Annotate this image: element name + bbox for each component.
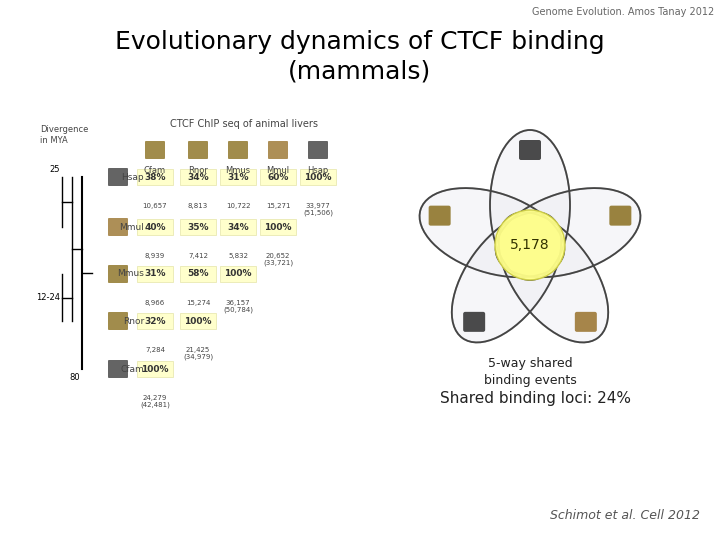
FancyBboxPatch shape (145, 141, 165, 159)
Text: 24,279
(42,481): 24,279 (42,481) (140, 395, 170, 408)
Text: 8,813: 8,813 (188, 203, 208, 209)
Text: 12-24: 12-24 (36, 293, 60, 302)
FancyBboxPatch shape (519, 140, 541, 160)
Ellipse shape (495, 188, 640, 277)
FancyBboxPatch shape (188, 141, 208, 159)
Text: 21,425
(34,979): 21,425 (34,979) (183, 347, 213, 360)
Text: Shared binding loci: 24%: Shared binding loci: 24% (440, 390, 631, 406)
FancyBboxPatch shape (180, 266, 216, 282)
FancyBboxPatch shape (180, 313, 216, 329)
Text: 5-way shared
binding events: 5-way shared binding events (484, 357, 577, 387)
FancyBboxPatch shape (609, 206, 631, 226)
Text: Mmus: Mmus (117, 269, 144, 279)
Text: 15,271: 15,271 (266, 203, 290, 209)
Text: 80: 80 (69, 373, 80, 381)
Text: 7,412: 7,412 (188, 253, 208, 259)
Ellipse shape (452, 212, 561, 342)
Text: 100%: 100% (305, 172, 332, 181)
Circle shape (495, 210, 565, 280)
FancyBboxPatch shape (137, 266, 173, 282)
Text: 31%: 31% (228, 172, 248, 181)
Text: 58%: 58% (187, 269, 209, 279)
FancyBboxPatch shape (260, 169, 296, 185)
Text: 33,977
(51,506): 33,977 (51,506) (303, 203, 333, 216)
Text: 8,966: 8,966 (145, 300, 165, 306)
Text: 5,178: 5,178 (510, 238, 550, 252)
FancyBboxPatch shape (108, 218, 128, 236)
Text: 10,722: 10,722 (226, 203, 251, 209)
FancyBboxPatch shape (220, 169, 256, 185)
FancyBboxPatch shape (108, 265, 128, 283)
Text: 32%: 32% (144, 316, 166, 326)
FancyBboxPatch shape (228, 141, 248, 159)
Text: 60%: 60% (267, 172, 289, 181)
FancyBboxPatch shape (108, 360, 128, 378)
Text: Rnor: Rnor (122, 316, 144, 326)
Text: 34%: 34% (187, 172, 209, 181)
Text: 35%: 35% (187, 222, 209, 232)
Text: 8,939: 8,939 (145, 253, 165, 259)
FancyBboxPatch shape (308, 141, 328, 159)
FancyBboxPatch shape (300, 169, 336, 185)
FancyBboxPatch shape (220, 219, 256, 235)
Text: 15,274: 15,274 (186, 300, 210, 306)
FancyBboxPatch shape (137, 219, 173, 235)
Text: Hsap: Hsap (122, 172, 144, 181)
Ellipse shape (499, 212, 608, 342)
Ellipse shape (490, 130, 570, 280)
Text: Mmus: Mmus (225, 166, 251, 175)
Text: Hsap: Hsap (307, 166, 328, 175)
Text: 34%: 34% (228, 222, 249, 232)
FancyBboxPatch shape (180, 169, 216, 185)
Text: 100%: 100% (224, 269, 252, 279)
FancyBboxPatch shape (137, 169, 173, 185)
Text: 40%: 40% (144, 222, 166, 232)
Text: 36,157
(50,784): 36,157 (50,784) (223, 300, 253, 313)
Text: Mmul: Mmul (119, 222, 144, 232)
Text: 100%: 100% (184, 316, 212, 326)
Text: 7,284: 7,284 (145, 347, 165, 353)
FancyBboxPatch shape (428, 206, 451, 226)
Text: 25: 25 (50, 165, 60, 173)
Text: 5,832: 5,832 (228, 253, 248, 259)
Text: 20,652
(33,721): 20,652 (33,721) (263, 253, 293, 266)
FancyBboxPatch shape (463, 312, 485, 332)
Text: Cfam: Cfam (120, 364, 144, 374)
Text: 31%: 31% (144, 269, 166, 279)
FancyBboxPatch shape (137, 361, 173, 377)
Text: CTCF ChIP seq of animal livers: CTCF ChIP seq of animal livers (170, 119, 318, 129)
FancyBboxPatch shape (108, 168, 128, 186)
Text: Genome Evolution. Amos Tanay 2012: Genome Evolution. Amos Tanay 2012 (532, 7, 714, 17)
FancyBboxPatch shape (268, 141, 288, 159)
Text: Schimot et al. Cell 2012: Schimot et al. Cell 2012 (550, 509, 700, 522)
FancyBboxPatch shape (220, 266, 256, 282)
Text: Divergence
in MYA: Divergence in MYA (40, 125, 89, 145)
Text: Mmul: Mmul (266, 166, 289, 175)
Text: Evolutionary dynamics of CTCF binding
(mammals): Evolutionary dynamics of CTCF binding (m… (115, 30, 605, 84)
Ellipse shape (420, 188, 564, 277)
FancyBboxPatch shape (108, 312, 128, 330)
Text: 100%: 100% (264, 222, 292, 232)
FancyBboxPatch shape (137, 313, 173, 329)
Text: 100%: 100% (141, 364, 168, 374)
Text: 10,657: 10,657 (143, 203, 167, 209)
FancyBboxPatch shape (260, 219, 296, 235)
Text: Rnor: Rnor (188, 166, 208, 175)
FancyBboxPatch shape (575, 312, 597, 332)
Text: 38%: 38% (144, 172, 166, 181)
Text: Cfam: Cfam (144, 166, 166, 175)
FancyBboxPatch shape (180, 219, 216, 235)
